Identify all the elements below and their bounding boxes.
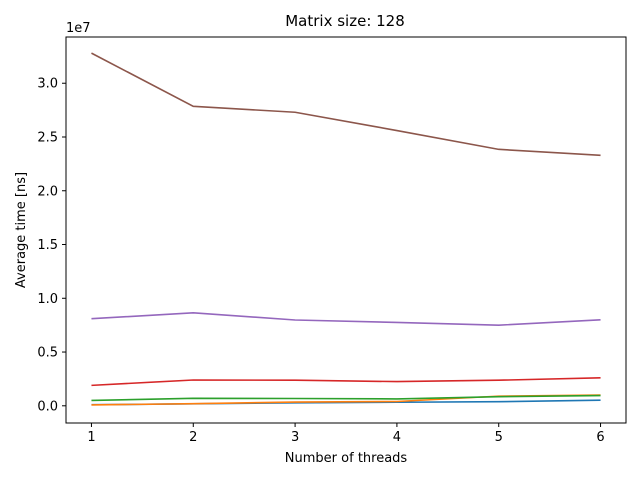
y-tick-label-6: 3.0 — [37, 77, 58, 92]
y-axis-ticks: 0.0 0.5 1.0 1.5 2.0 2.5 3.0 — [37, 77, 66, 414]
y-tick-label-3: 1.5 — [37, 238, 58, 253]
y-tick-label-4: 2.0 — [37, 184, 58, 199]
series-line-5 — [91, 311, 601, 326]
x-axis-label: Number of threads — [285, 451, 408, 466]
series-line-3 — [91, 394, 601, 402]
y-tick-label-2: 1.0 — [37, 292, 58, 307]
x-axis-ticks: 1 2 3 4 5 6 — [87, 423, 605, 445]
plot-frame — [65, 36, 627, 424]
x-tick-label-1: 1 — [87, 430, 95, 445]
x-tick-label-6: 6 — [596, 430, 604, 445]
y-tick-label-0: 0.0 — [37, 399, 58, 414]
y-tick-label-1: 0.5 — [37, 346, 58, 361]
x-tick-label-2: 2 — [189, 430, 197, 445]
plot-area — [65, 36, 627, 424]
x-tick-label-5: 5 — [495, 430, 503, 445]
y-axis-offset-label: 1e7 — [66, 21, 91, 36]
x-tick-label-4: 4 — [393, 430, 401, 445]
x-tick-label-3: 3 — [291, 430, 299, 445]
chart-title: Matrix size: 128 — [285, 12, 405, 30]
series-line-4 — [91, 377, 601, 387]
series-group — [91, 52, 601, 406]
y-tick-label-5: 2.5 — [37, 130, 58, 145]
y-axis-label: Average time [ns] — [14, 172, 29, 288]
series-line-6 — [91, 52, 601, 157]
